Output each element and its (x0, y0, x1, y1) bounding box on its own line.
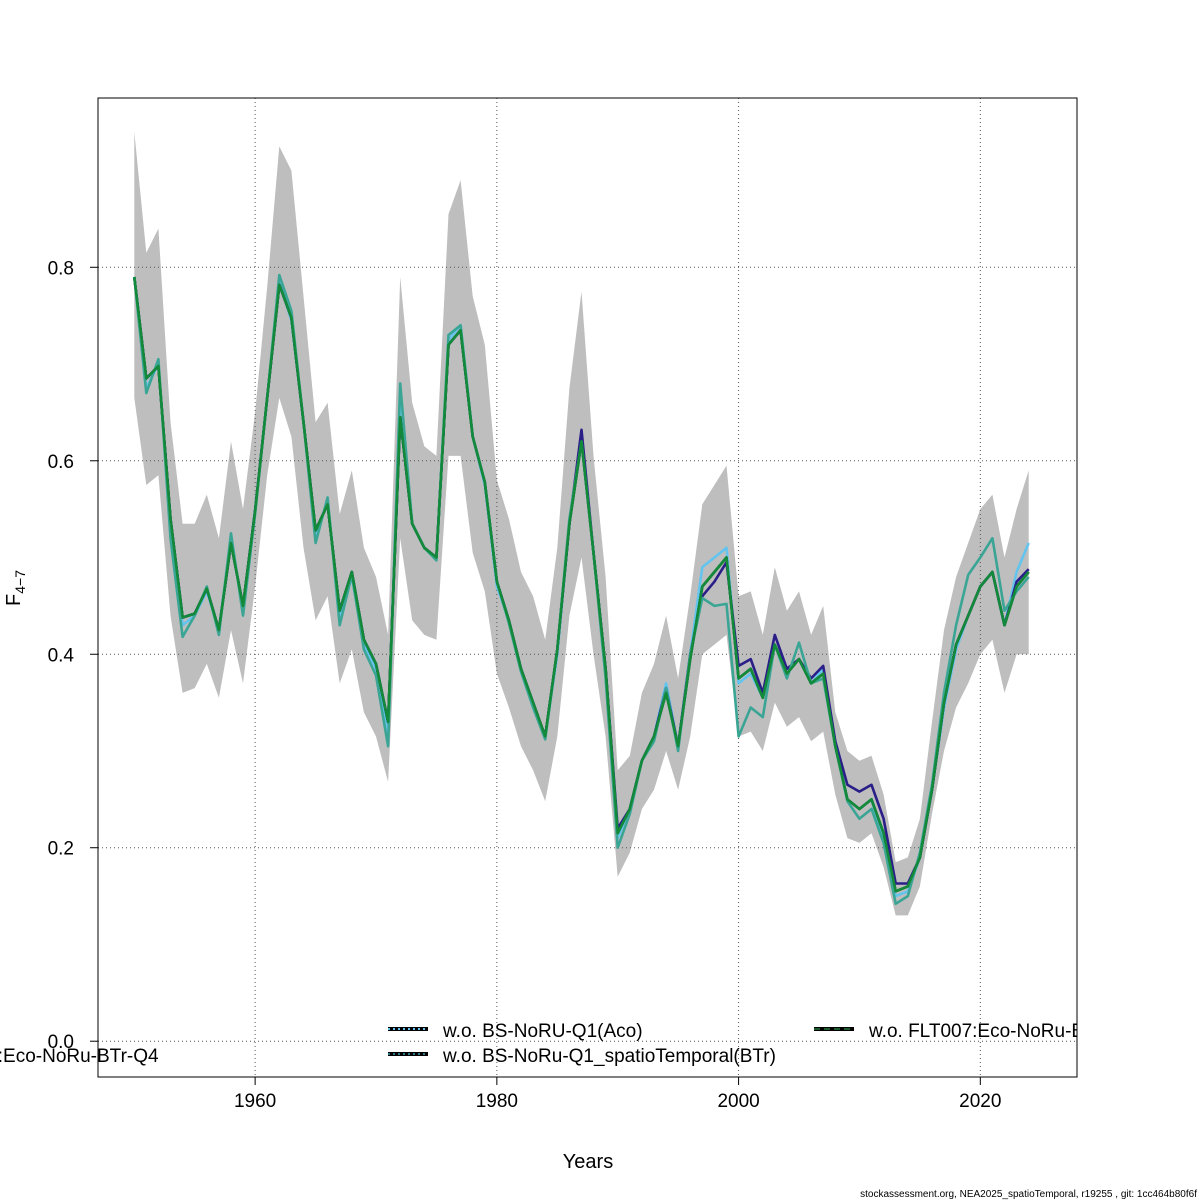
confidence-band (134, 131, 1029, 916)
confidence-band-area (134, 131, 1029, 916)
x-tick-label: 2020 (959, 1091, 1001, 1112)
y-axis-subscript: 4−7 (12, 570, 28, 594)
x-tick-label: 2000 (717, 1091, 759, 1112)
y-axis-title: F4−7 (3, 570, 28, 606)
y-tick-label: 0.6 (48, 452, 74, 473)
legend-label: w.o. BS-NoRu-Q1_spatioTemporal(BTr) (442, 1046, 776, 1067)
x-axis-title: Years (563, 1151, 613, 1173)
y-tick-label: 0.4 (48, 645, 75, 666)
footer-credit: stockassessment.org, NEA2025_spatioTempo… (860, 1189, 1197, 1200)
series-lines (133, 273, 1030, 906)
series-line-6 (133, 276, 1030, 893)
legend: w.o. BS-NoRU-Q1(Aco) w.o. BS-NoRu-Q1_spat… (0, 1021, 1133, 1067)
legend-label: w.o. BS-NoRU-Q1(Aco) (442, 1021, 643, 1042)
legend-label: w.o. FLT007:Eco-NoRu-BTr-Q4 (868, 1021, 1133, 1042)
legend-label-overflow: w.o. FLT007:Eco-NoRu-BTr-Q4 (0, 1046, 159, 1067)
y-tick-label: 0.0 (48, 1032, 74, 1053)
x-tick-label: 1980 (476, 1091, 518, 1112)
y-tick-label: 0.8 (48, 258, 74, 279)
x-axis-ticks: 1960 1980 2000 2020 (234, 1077, 1001, 1112)
y-axis-ticks: 0.0 0.2 0.4 0.6 0.8 (48, 258, 98, 1053)
y-tick-label: 0.2 (48, 839, 74, 860)
plot-frame (97, 97, 1078, 1078)
x-tick-label: 1960 (234, 1091, 276, 1112)
